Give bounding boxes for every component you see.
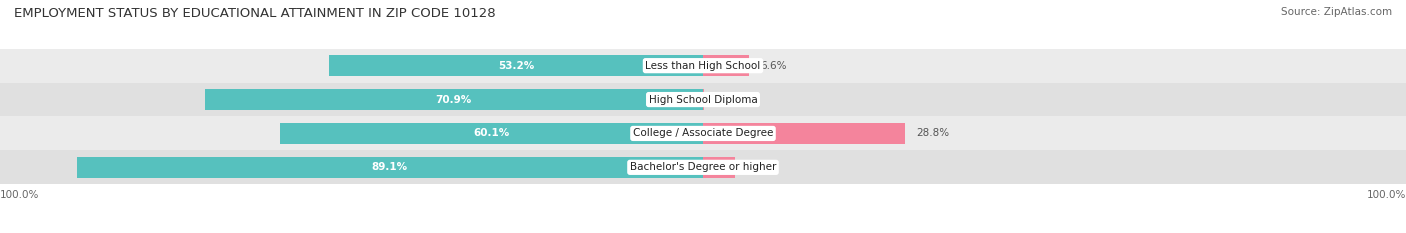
Bar [329,55,703,76]
Text: 60.1%: 60.1% [474,128,510,138]
Bar [77,157,703,178]
Text: Bachelor's Degree or higher: Bachelor's Degree or higher [630,162,776,172]
Text: 70.9%: 70.9% [436,95,472,105]
Text: College / Associate Degree: College / Associate Degree [633,128,773,138]
Text: 4.5%: 4.5% [745,162,772,172]
Bar [703,123,905,144]
Bar [0,83,1406,116]
Text: 6.6%: 6.6% [759,61,786,71]
Bar [0,150,1406,184]
Bar [703,157,734,178]
Text: Less than High School: Less than High School [645,61,761,71]
Text: 28.8%: 28.8% [917,128,949,138]
Bar [703,55,749,76]
Text: 53.2%: 53.2% [498,61,534,71]
Bar [280,123,703,144]
Text: 100.0%: 100.0% [0,190,39,200]
Bar [0,116,1406,150]
Text: Source: ZipAtlas.com: Source: ZipAtlas.com [1281,7,1392,17]
Text: 0.1%: 0.1% [714,95,741,105]
Text: High School Diploma: High School Diploma [648,95,758,105]
Bar [0,49,1406,83]
Bar [204,89,703,110]
Text: 89.1%: 89.1% [371,162,408,172]
Text: 100.0%: 100.0% [1367,190,1406,200]
Text: EMPLOYMENT STATUS BY EDUCATIONAL ATTAINMENT IN ZIP CODE 10128: EMPLOYMENT STATUS BY EDUCATIONAL ATTAINM… [14,7,496,20]
